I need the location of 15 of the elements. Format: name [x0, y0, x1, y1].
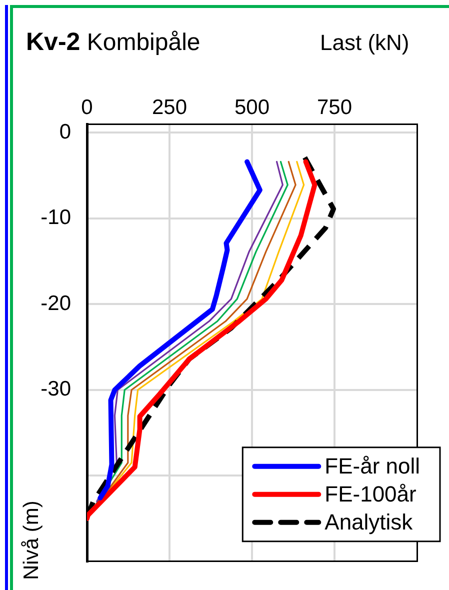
x-tick-label: 250 [152, 96, 188, 120]
legend-label: FE-år noll [324, 453, 420, 478]
y-axis-title: Nivå (m) [20, 500, 44, 580]
legend-label: FE-100år [324, 481, 416, 506]
y-tick-label: 0 [59, 120, 71, 144]
x-tick-label: 0 [81, 96, 93, 120]
x-tick-label: 500 [234, 96, 270, 120]
y-tick-label: -20 [40, 292, 71, 315]
x-axis-title: Last (kN) [320, 30, 410, 56]
y-tick-label: -10 [40, 206, 71, 230]
y-tick-label: -30 [40, 378, 71, 401]
chart-title: Kv-2 [26, 28, 80, 56]
legend-label: Analytisk [324, 509, 414, 534]
chart-subtitle: Kombipåle [86, 29, 200, 56]
x-tick-label: 750 [316, 96, 352, 120]
